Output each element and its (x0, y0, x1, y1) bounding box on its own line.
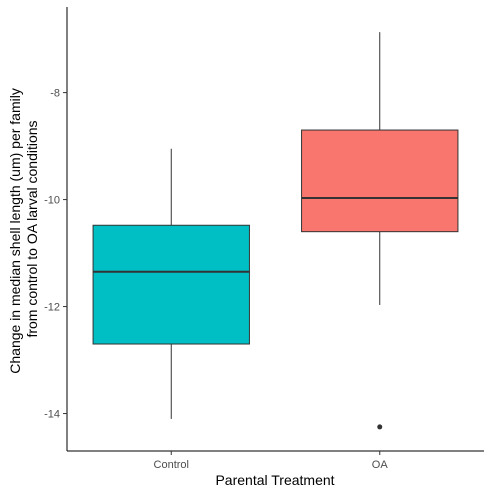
box-group-control (92, 148, 250, 419)
y-axis-title-line-2: from control to OA larval conditions (24, 120, 40, 337)
box-oa (301, 129, 459, 233)
x-axis-title: Parental Treatment (215, 472, 334, 488)
y-tick-label: -8 (50, 88, 60, 100)
y-tick-label: -10 (44, 195, 60, 207)
outlier-point-oa-0 (377, 424, 383, 430)
x-tick-label-oa: OA (372, 459, 389, 471)
x-tick-label-control: Control (154, 459, 189, 471)
y-tick-label: -14 (44, 409, 60, 421)
box-group-oa (301, 32, 459, 430)
y-axis-title: Change in median shell length (um) per f… (7, 84, 40, 373)
y-tick-label: -12 (44, 302, 60, 314)
y-axis-title-line-1: Change in median shell length (um) per f… (7, 88, 23, 374)
box-control (92, 224, 250, 345)
